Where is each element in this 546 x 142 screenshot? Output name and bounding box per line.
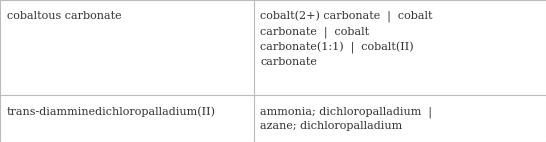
Text: ammonia; dichloropalladium  |
azane; dichloropalladium: ammonia; dichloropalladium | azane; dich…: [260, 106, 432, 131]
Text: trans-diamminedichloropalladium(II): trans-diamminedichloropalladium(II): [7, 106, 216, 117]
Text: cobaltous carbonate: cobaltous carbonate: [7, 11, 121, 21]
Text: cobalt(2+) carbonate  |  cobalt
carbonate  |  cobalt
carbonate(1:1)  |  cobalt(I: cobalt(2+) carbonate | cobalt carbonate …: [260, 11, 433, 67]
